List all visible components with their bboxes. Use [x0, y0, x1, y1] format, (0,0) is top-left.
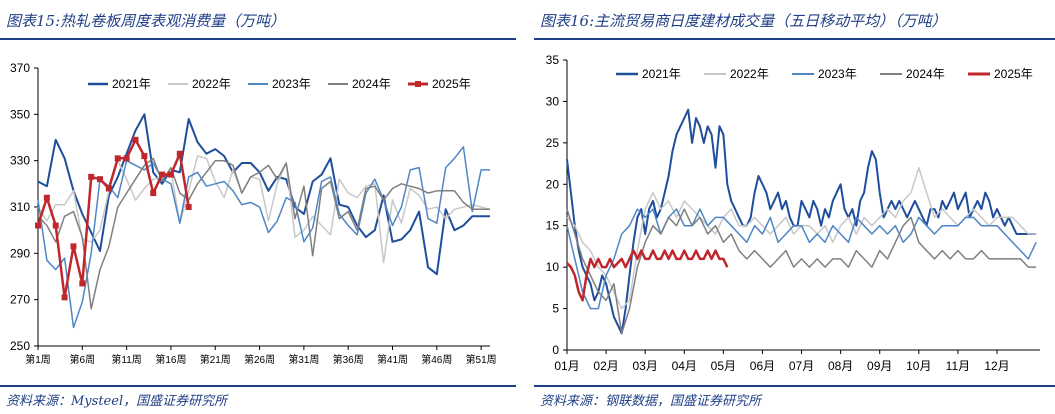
right-y-tick-label: 10	[546, 260, 560, 274]
right-series-line-2022年	[566, 166, 1037, 310]
left-chart-svg: 250270290310330350370第1周 第6周 第11周 第16周 第21周第…	[10, 61, 497, 366]
left-legend-label: 2021年	[112, 77, 151, 91]
right-x-tick-label: 08月	[828, 359, 853, 373]
right-title-rule	[534, 38, 1055, 40]
left-series-point	[114, 155, 121, 162]
right-series-line-2024年	[566, 208, 1037, 335]
right-x-tick-label: 11月	[946, 359, 970, 373]
left-y-tick-label: 350	[10, 107, 30, 121]
left-x-tick-label: 第46周	[421, 353, 452, 366]
right-series-line-2025年	[566, 249, 729, 302]
left-series-point	[185, 204, 192, 210]
left-series-line-2023年	[37, 146, 490, 329]
left-x-tick-label: 第31周	[288, 353, 319, 366]
right-legend-label: 2024年	[906, 67, 945, 81]
right-x-tick-label: 05月	[711, 359, 736, 373]
left-series-point	[35, 222, 41, 229]
left-series-point	[150, 190, 157, 197]
left-y-tick-label: 310	[10, 200, 30, 214]
left-x-tick-label: 第6周	[70, 353, 96, 366]
right-y-tick-label: 25	[546, 136, 560, 150]
left-series-point	[43, 194, 50, 201]
left-legend-label: 2024年	[352, 77, 391, 91]
right-x-tick-label: 09月	[867, 359, 892, 373]
right-legend-label: 2025年	[994, 67, 1033, 81]
left-x-tick-label: 第1周	[25, 353, 51, 366]
right-series-line-2021年	[566, 108, 1037, 335]
left-series-point	[52, 222, 59, 229]
right-legend-label: 2021年	[642, 67, 681, 81]
left-series-line-2025年	[36, 138, 190, 299]
left-y-tick-label: 290	[10, 246, 30, 260]
left-series-point	[79, 280, 86, 287]
right-y-tick-label: 30	[546, 94, 560, 108]
left-chart-panel: 图表15:热轧卷板周度表观消费量（万吨） 250 270 290 310 330 350 3…	[0, 0, 516, 414]
right-x-tick-label: 12月	[984, 359, 1009, 373]
right-y-tick-label: 15	[546, 219, 560, 233]
left-series-point	[88, 173, 95, 180]
right-x-tick-label: 01月	[554, 359, 579, 373]
right-chart-panel: 图表16:主流贸易商日度建材成交量（五日移动平均）（万吨） 0 5 10 15 20 25…	[534, 0, 1055, 414]
left-series-point	[159, 171, 166, 178]
left-x-tick-label: 第16周	[155, 353, 186, 366]
left-y-tick-label: 250	[10, 339, 30, 353]
left-legend-label: 2022年	[192, 77, 231, 91]
right-legend-label: 2022年	[730, 67, 769, 81]
right-legend-label: 2023年	[818, 67, 857, 81]
left-series-line-2021年	[37, 113, 490, 276]
right-y-tick-label: 35	[546, 53, 560, 67]
left-series-point	[61, 294, 68, 301]
left-x-tick-label: 第51周	[466, 353, 497, 366]
left-series-point	[132, 136, 139, 143]
left-series-point	[70, 243, 77, 250]
right-source-rule	[534, 385, 1055, 387]
right-x-tick-label: 03月	[633, 359, 658, 373]
left-y-tick-label: 270	[10, 293, 30, 307]
left-series-point	[97, 176, 104, 183]
left-x-tick-label: 第41周	[377, 353, 408, 366]
left-series-point	[141, 153, 148, 160]
left-title-rule	[0, 38, 516, 40]
right-chart-title: 图表16:主流贸易商日度建材成交量（五日移动平均）（万吨）	[540, 12, 947, 30]
left-series-line-2024年	[37, 157, 490, 310]
right-chart-source: 资料来源：钢联数据，国盛证券研究所	[540, 394, 762, 409]
left-x-tick-label: 第26周	[244, 353, 275, 366]
left-source-rule	[0, 385, 516, 387]
left-legend-label: 2025年	[432, 77, 471, 91]
left-series-point	[176, 150, 183, 157]
right-x-tick-label: 10月	[906, 359, 931, 373]
left-series-point	[167, 171, 174, 178]
left-legend-label: 2023年	[272, 77, 311, 91]
right-x-tick-label: 02月	[593, 359, 618, 373]
right-y-tick-label: 0	[552, 343, 559, 357]
right-series-line-2023年	[566, 208, 1037, 310]
left-x-tick-label: 第21周	[200, 353, 231, 366]
left-chart-source: 资料来源：Mysteel，国盛证券研究所	[6, 394, 228, 409]
left-series-point	[123, 155, 130, 162]
left-y-tick-label: 370	[10, 61, 30, 75]
left-series-point	[105, 185, 112, 192]
right-chart-svg: 0 5 10 15 20 25 30 35 01月 02月 03月 04月 05月 06月 07月 08月 09…	[546, 53, 1040, 373]
left-chart-title: 图表15:热轧卷板周度表观消费量（万吨）	[6, 12, 286, 30]
right-x-tick-label: 04月	[672, 359, 697, 373]
left-x-tick-label: 第11周	[111, 353, 141, 366]
left-y-tick-label: 330	[10, 154, 30, 168]
right-y-tick-label: 20	[546, 177, 560, 191]
right-y-tick-label: 5	[552, 302, 559, 316]
left-legend-marker	[415, 81, 421, 87]
right-x-tick-label: 07月	[789, 359, 814, 373]
left-x-tick-label: 第36周	[333, 353, 364, 366]
right-x-tick-label: 06月	[750, 359, 775, 373]
